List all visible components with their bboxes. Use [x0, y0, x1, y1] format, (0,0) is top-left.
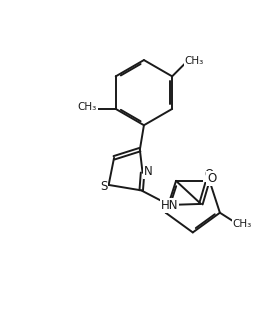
- Text: CH₃: CH₃: [233, 220, 252, 230]
- Text: CH₃: CH₃: [185, 56, 204, 66]
- Text: S: S: [100, 180, 107, 193]
- Text: N: N: [144, 165, 153, 178]
- Text: O: O: [204, 169, 213, 181]
- Text: HN: HN: [161, 199, 178, 212]
- Text: O: O: [207, 172, 216, 185]
- Text: CH₃: CH₃: [78, 102, 97, 112]
